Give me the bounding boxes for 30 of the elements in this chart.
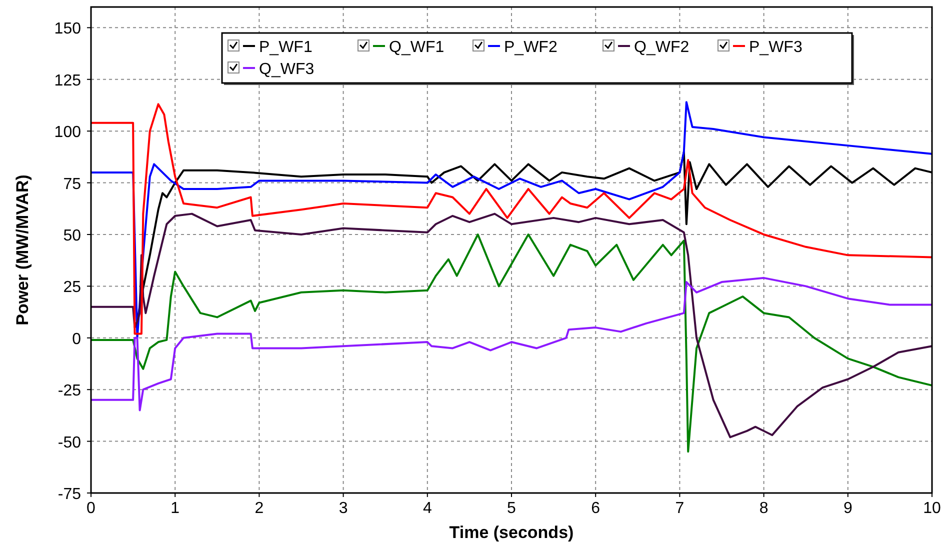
x-tick-label: 5 bbox=[507, 500, 516, 517]
y-tick-label: -50 bbox=[58, 434, 82, 452]
x-tick-label: 2 bbox=[254, 500, 264, 517]
x-tick-label: 8 bbox=[759, 500, 768, 517]
x-tick-label: 10 bbox=[923, 500, 941, 517]
legend-label: P_WF3 bbox=[749, 39, 802, 56]
legend-label: Q_WF2 bbox=[634, 39, 690, 56]
y-tick-label: 150 bbox=[54, 20, 82, 38]
y-tick-label: 75 bbox=[63, 176, 82, 193]
x-tick-label: 1 bbox=[170, 500, 180, 517]
y-tick-label: -25 bbox=[58, 382, 82, 400]
line-series bbox=[90, 276, 933, 412]
y-tick-label: 50 bbox=[63, 227, 82, 244]
x-tick-label: 3 bbox=[338, 500, 348, 517]
y-axis-title: Power (MW/MVAR) bbox=[13, 174, 32, 326]
x-tick-label: 0 bbox=[86, 500, 96, 517]
legend-label: Q_WF3 bbox=[259, 61, 314, 78]
y-tick-label: 100 bbox=[54, 124, 82, 142]
x-axis-title: Time (seconds) bbox=[449, 523, 574, 542]
legend-label: P_WF1 bbox=[259, 39, 312, 56]
x-tick-label: 9 bbox=[843, 500, 852, 517]
y-tick-label: 125 bbox=[54, 72, 82, 90]
y-tick-label: 0 bbox=[72, 330, 82, 348]
y-tick-label: -75 bbox=[58, 486, 82, 503]
y-tick-label: 25 bbox=[63, 279, 82, 296]
legend-label: P_WF2 bbox=[504, 39, 558, 56]
x-tick-label: 7 bbox=[675, 500, 684, 517]
x-tick-label: 4 bbox=[422, 500, 432, 517]
legend-label: Q_WF1 bbox=[389, 39, 444, 56]
x-tick-label: 6 bbox=[591, 500, 600, 517]
